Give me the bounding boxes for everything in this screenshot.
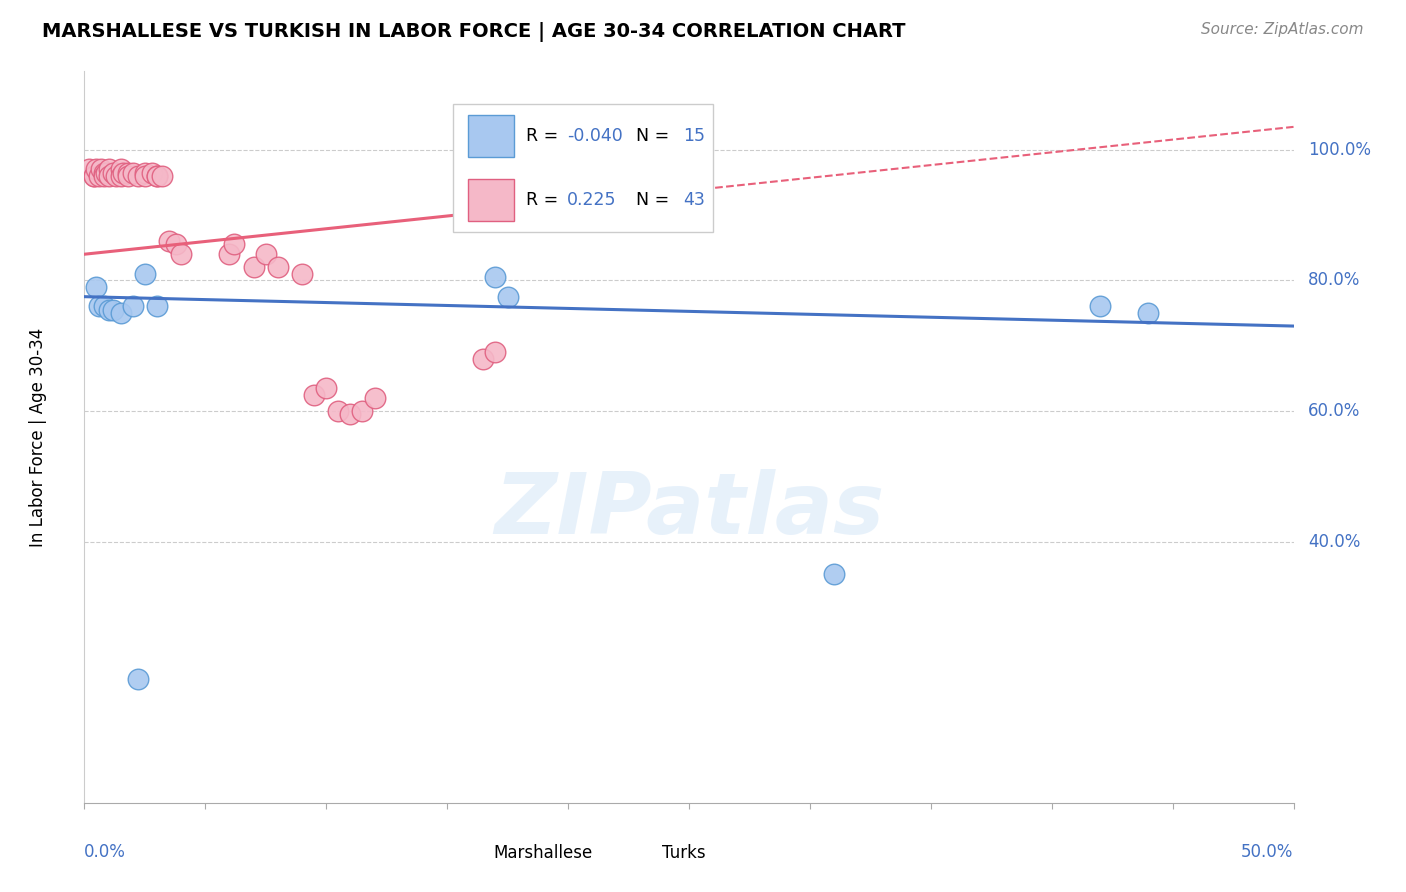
Point [93,165,115,179]
Text: 15: 15 [683,128,704,145]
Point [352,404,374,418]
Point [496,290,519,304]
Point [134,267,156,281]
Point [242,260,264,275]
Point [363,391,385,405]
Point [83,169,105,183]
Point [339,407,361,421]
Text: R =: R = [526,128,564,145]
Point [302,387,325,401]
Point [117,169,139,183]
Point [103,165,125,179]
Point [104,169,127,183]
Text: 0.225: 0.225 [567,191,616,210]
Point [291,267,314,281]
Point [150,169,173,183]
Point [87,169,110,183]
FancyBboxPatch shape [468,115,513,157]
Point [146,300,169,314]
Text: -0.040: -0.040 [567,128,623,145]
Point [134,165,156,179]
Point [97,169,120,183]
Point [117,165,139,179]
Text: Source: ZipAtlas.com: Source: ZipAtlas.com [1201,22,1364,37]
Point [127,672,149,686]
Point [103,302,125,317]
Point [110,169,132,183]
Point [86,162,108,177]
Point [83,169,105,183]
Point [484,345,506,359]
Point [77,162,100,177]
Text: Turks: Turks [662,844,706,863]
Text: R =: R = [526,191,569,210]
Point [90,162,112,177]
Point [134,169,156,183]
Text: Marshallese: Marshallese [494,844,592,863]
Point [141,165,163,179]
Text: 100.0%: 100.0% [1308,141,1371,159]
Text: MARSHALLESE VS TURKISH IN LABOR FORCE | AGE 30-34 CORRELATION CHART: MARSHALLESE VS TURKISH IN LABOR FORCE | … [42,22,905,42]
FancyBboxPatch shape [447,841,484,865]
Text: 40.0%: 40.0% [1308,533,1361,550]
Point [121,165,143,179]
Text: 0.0%: 0.0% [84,843,127,861]
Point [146,169,169,183]
Point [93,300,115,314]
FancyBboxPatch shape [453,104,713,232]
Point [121,300,143,314]
Point [87,300,110,314]
Point [157,234,180,248]
Point [112,165,135,179]
Point [224,237,246,252]
Point [484,270,506,285]
Point [267,260,290,275]
Text: 80.0%: 80.0% [1308,271,1361,289]
Text: In Labor Force | Age 30-34: In Labor Force | Age 30-34 [30,327,48,547]
Point [127,169,149,183]
Text: N =: N = [624,128,675,145]
Point [110,306,132,320]
Point [110,162,132,177]
FancyBboxPatch shape [616,841,652,865]
Point [218,247,240,261]
Point [93,169,115,183]
Text: ZIPatlas: ZIPatlas [494,468,884,552]
Text: 43: 43 [683,191,704,210]
Point [86,280,108,294]
Point [254,247,277,261]
Text: N =: N = [624,191,675,210]
Point [97,302,120,317]
Point [97,162,120,177]
Point [146,169,169,183]
Point [823,567,845,582]
Point [170,247,193,261]
Point [328,404,350,418]
Point [94,165,117,179]
Point [1088,300,1111,314]
Point [165,237,187,252]
Point [472,351,495,366]
Text: 60.0%: 60.0% [1308,402,1361,420]
FancyBboxPatch shape [468,179,513,221]
Point [1137,306,1160,320]
Text: 50.0%: 50.0% [1241,843,1294,861]
Point [315,381,337,395]
